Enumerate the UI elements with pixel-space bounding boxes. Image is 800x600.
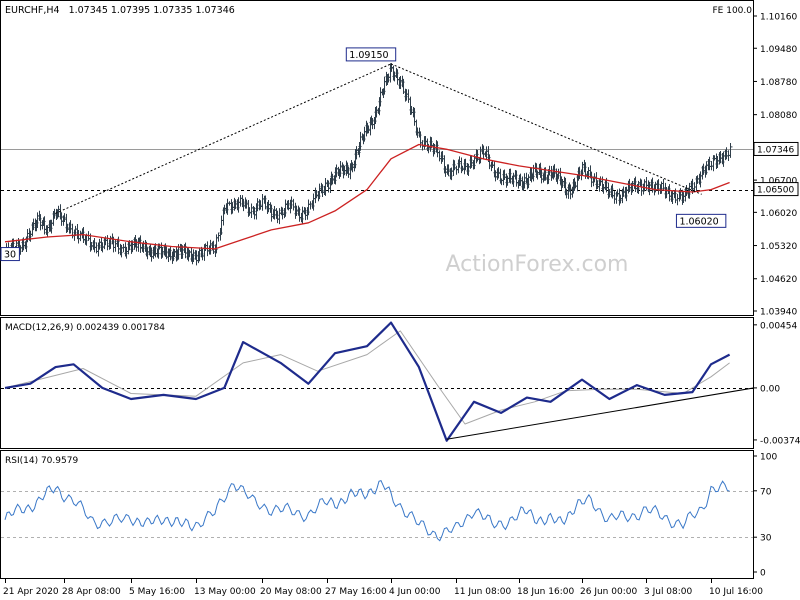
macd-tick-label: 0.00 [760, 384, 780, 394]
time-tick-label: 4 Jun 00:00 [389, 587, 441, 597]
macd-label: MACD(12,26,9) 0.002439 0.001784 [5, 323, 165, 333]
price-tick-label: 1.10160 [760, 13, 797, 23]
time-tick-label: 26 Jun 00:00 [580, 587, 637, 597]
moving-average-line [4, 143, 730, 250]
price-level-label: 1.09150 [349, 50, 388, 61]
rsi-lines [1, 479, 753, 542]
price-level-label: 1.06020 [679, 216, 718, 227]
macd-panel [0, 317, 754, 449]
time-tick-label: 18 Jun 16:00 [517, 587, 574, 597]
current-price-tag [753, 182, 799, 197]
rsi-line [4, 479, 730, 542]
price-bar [728, 143, 733, 158]
time-tick-label: 3 Jul 08:00 [644, 587, 693, 597]
price-level-label-box [675, 213, 727, 228]
ohlc-text: 1.07345 1.07395 1.07335 1.07346 [69, 5, 235, 16]
time-tick-label: 10 Jul 16:00 [709, 587, 763, 597]
time-tick-label: 21 Apr 2020 [3, 587, 59, 597]
price-tick-label: 1.08080 [760, 111, 797, 121]
time-tick-label: 28 Apr 08:00 [62, 587, 121, 597]
price-tick-label: 1.03940 [760, 308, 797, 318]
price-tick-label: 1.09480 [760, 45, 797, 55]
price-tick-label: 1.04620 [760, 275, 797, 285]
symbol-label: EURCHF,H4 1.07345 1.07395 1.07335 1.0734… [5, 5, 235, 16]
rsi-label: RSI(14) 70.9579 [5, 456, 78, 466]
current-price-tag [753, 141, 799, 156]
rsi-tick-label: 0 [760, 569, 766, 579]
time-tick-label: 5 May 16:00 [129, 587, 185, 597]
price-trendline [390, 63, 702, 195]
price-trendline [55, 63, 392, 214]
rsi-axis: 100 70 30 0 [753, 453, 777, 579]
symbol-text: EURCHF,H4 [5, 5, 60, 16]
time-axis: 21 Apr 2020 28 Apr 08:00 5 May 16:00 13 May… [3, 579, 763, 597]
time-tick-label: 11 Jun 08:00 [454, 587, 511, 597]
price-overlays [4, 63, 730, 250]
macd-axis: 0.00454 0.00 -0.003745 [753, 321, 800, 446]
time-tick-label: 20 May 08:00 [260, 587, 322, 597]
current-price-tag-label: 1.07346 [757, 145, 794, 155]
rsi-tick-label: 30 [760, 534, 772, 544]
price-tick-label: 1.08780 [760, 78, 797, 88]
macd-lines [1, 321, 753, 442]
macd-trendline [446, 387, 753, 440]
fe-label: FE 100.0 [713, 6, 753, 16]
price-level-label: 30 [4, 250, 16, 261]
macd-tick-label: 0.00454 [760, 321, 797, 331]
macd-line [4, 321, 731, 442]
price-level-label-box [0, 247, 20, 262]
price-axis: 1.101601.094801.087801.080801.074001.067… [753, 13, 799, 318]
price-annotations: 1.09150 1.06020 30 [0, 47, 727, 262]
rsi-tick-label: 100 [760, 453, 777, 463]
rsi-tick-label: 70 [760, 487, 772, 497]
price-tick-label: 1.06020 [760, 209, 797, 219]
time-tick-label: 27 May 16:00 [325, 587, 387, 597]
macd-tick-label: -0.003745 [760, 436, 800, 446]
price-tick-label: 1.05320 [760, 242, 797, 252]
price-level-label-box [345, 47, 397, 62]
price-tick-label: 1.06700 [760, 177, 797, 187]
watermark: ActionForex.com [446, 252, 629, 277]
time-tick-label: 13 May 00:00 [194, 587, 256, 597]
current-price-tag-label: 1.06500 [757, 186, 794, 196]
